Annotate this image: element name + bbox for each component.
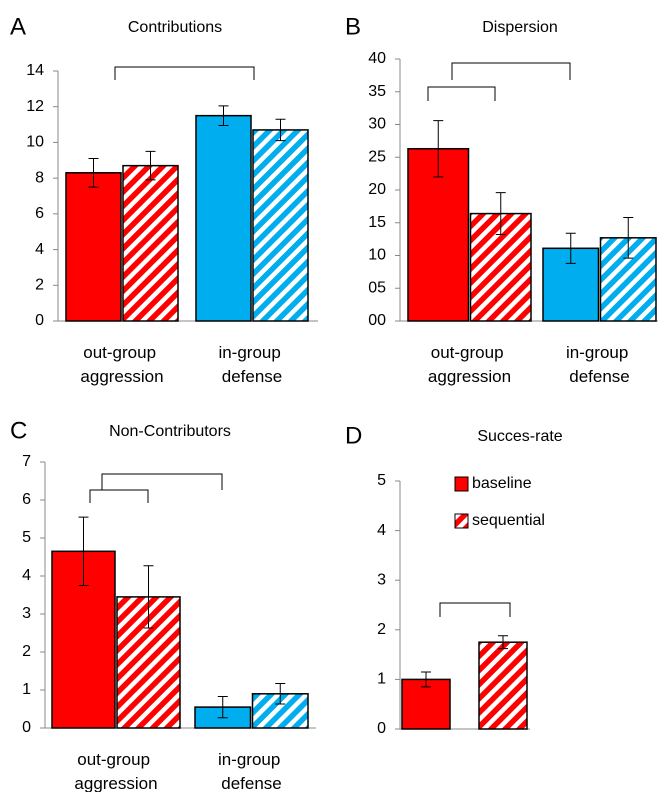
bar xyxy=(65,172,122,322)
error-bar xyxy=(623,217,634,259)
bar xyxy=(469,212,532,322)
y-tick-label: 6 xyxy=(22,491,31,508)
bar xyxy=(122,164,179,322)
panel-title: Dispersion xyxy=(482,19,558,36)
y-tick-label: 2 xyxy=(377,621,386,638)
y-tick-label: 10 xyxy=(368,247,386,264)
x-tick-label: out-group aggression xyxy=(428,343,511,386)
y-tick-label: 15 xyxy=(368,214,386,231)
y-tick-label: 10 xyxy=(26,134,44,151)
y-tick-label: 14 xyxy=(26,62,44,79)
y-tick-label: 00 xyxy=(368,312,386,329)
y-tick-label: 30 xyxy=(368,116,386,133)
y-tick-label: 2 xyxy=(35,277,44,294)
y-tick-label: 35 xyxy=(368,83,386,100)
y-tick-label: 4 xyxy=(22,567,31,584)
error-bar xyxy=(498,635,508,650)
significance-bracket xyxy=(451,62,571,80)
error-bar xyxy=(143,565,154,629)
y-tick-label: 8 xyxy=(35,169,44,186)
error-bar xyxy=(421,671,431,688)
x-tick-label: out-group aggression xyxy=(80,343,163,386)
error-bar xyxy=(495,192,506,236)
error-bar xyxy=(433,120,444,178)
legend-swatch xyxy=(454,476,469,492)
panel: A Contributions 0 2 4 6 8 10 12 14 out-group aggre… xyxy=(10,13,318,386)
legend-swatch xyxy=(454,513,469,529)
bar xyxy=(478,641,528,730)
error-bar xyxy=(275,683,286,705)
bar xyxy=(407,147,470,322)
y-tick-label: 1 xyxy=(22,681,31,698)
y-tick-label: 1 xyxy=(377,671,386,688)
panel-letter: D xyxy=(345,422,362,449)
significance-bracket xyxy=(427,86,496,101)
bar xyxy=(252,129,309,322)
legend-label: baseline xyxy=(472,475,532,492)
significance-bracket xyxy=(439,602,511,617)
y-tick-label: 25 xyxy=(368,148,386,165)
y-tick-label: 7 xyxy=(22,453,31,470)
y-tick-label: 0 xyxy=(35,312,44,329)
y-tick-label: 5 xyxy=(377,472,386,489)
error-bar xyxy=(217,695,228,719)
x-tick-label: in-group defense xyxy=(566,343,633,386)
y-tick-label: 2 xyxy=(22,643,31,660)
panel: B Dispersion 00 05 10 15 20 25 30 35 40 out-group a… xyxy=(345,13,658,386)
error-bar xyxy=(145,150,156,181)
panel-title: Non-Contributors xyxy=(109,423,231,440)
x-tick-label: out-group aggression xyxy=(74,750,157,792)
y-tick-label: 3 xyxy=(22,605,31,622)
panel-letter: B xyxy=(345,13,361,40)
y-tick-label: 4 xyxy=(35,241,44,258)
y-tick-label: 3 xyxy=(377,571,386,588)
bar xyxy=(195,114,252,322)
panel-letter: C xyxy=(10,417,27,444)
y-tick-label: 0 xyxy=(22,719,31,736)
significance-bracket xyxy=(89,489,149,503)
error-bar xyxy=(218,105,229,126)
x-tick-label: in-group defense xyxy=(218,750,285,792)
y-tick-label: 05 xyxy=(368,279,386,296)
error-bar xyxy=(565,232,576,264)
y-tick-label: 6 xyxy=(35,205,44,222)
error-bar xyxy=(88,158,99,188)
significance-bracket xyxy=(114,66,255,80)
panel: C Non-Contributors 0 1 2 3 4 5 6 7 out-group aggre… xyxy=(10,417,316,792)
y-tick-label: 12 xyxy=(26,98,44,115)
error-bar xyxy=(275,118,286,142)
y-tick-label: 0 xyxy=(377,720,386,737)
y-tick-label: 5 xyxy=(22,529,31,546)
error-bar xyxy=(78,516,89,586)
x-tick-label: in-group defense xyxy=(218,343,285,386)
panel: D Succes-rate 0 1 2 3 4 5 baseline sequential xyxy=(345,422,563,737)
y-tick-label: 20 xyxy=(368,181,386,198)
panel-title: Contributions xyxy=(128,19,222,36)
panel-title: Succes-rate xyxy=(477,428,562,445)
panel-letter: A xyxy=(10,13,26,40)
y-tick-label: 4 xyxy=(377,522,386,539)
legend-label: sequential xyxy=(472,512,545,529)
y-tick-label: 40 xyxy=(368,50,386,67)
significance-bracket xyxy=(101,473,223,490)
